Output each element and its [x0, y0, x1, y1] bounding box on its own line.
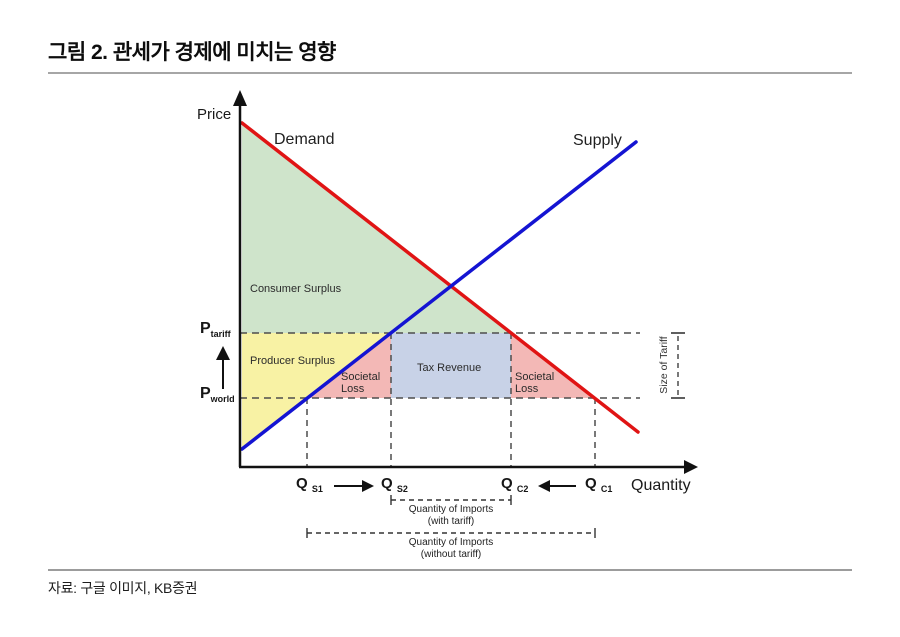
supply-curve-label: Supply: [573, 132, 622, 149]
tax-revenue-region: [391, 333, 511, 398]
p-world-main: P: [200, 385, 211, 402]
tax-revenue-label: Tax Revenue: [417, 362, 482, 374]
q-s2-label: Q S2: [381, 475, 408, 494]
p-tariff-main: P: [200, 320, 211, 337]
figure-title: 그림 2. 관세가 경제에 미치는 영향: [48, 41, 336, 64]
imports-with-line2: (with tariff): [427, 516, 475, 527]
supply-curve: [240, 140, 638, 451]
size-of-tariff-label: Size of Tariff: [658, 336, 670, 394]
imports-with-line1: Quantity of Imports: [408, 504, 494, 515]
y-axis-arrow-icon: [233, 90, 247, 106]
imports-without-line1: Quantity of Imports: [408, 537, 494, 548]
q-c2-label: Q C2: [501, 475, 529, 494]
q-c1-label: Q C1: [585, 475, 613, 494]
price-rise-arrow-icon: [216, 346, 230, 360]
source-text: 자료: 구글 이미지, KB증권: [48, 580, 198, 596]
demand-curve-label: Demand: [274, 131, 335, 148]
title-divider: [48, 72, 852, 74]
p-tariff-sub: tariff: [210, 329, 231, 340]
source-divider: [48, 569, 852, 571]
demand-curve: [240, 121, 640, 434]
imports-without-tariff-caption: Quantity of Imports (without tariff): [331, 537, 571, 561]
q-right-arrow-icon: [362, 480, 374, 492]
societal-loss-right-label: Societal Loss: [515, 371, 555, 396]
quantity-axis-label: Quantity: [631, 477, 691, 494]
q-s1-label: Q S1: [296, 475, 323, 494]
price-axis-label: Price: [197, 106, 232, 123]
producer-surplus-label: Producer Surplus: [250, 355, 335, 367]
societal-loss-left-label: Societal Loss: [341, 371, 381, 396]
consumer-surplus-label: Consumer Surplus: [250, 283, 342, 295]
p-world-label: Pworld: [200, 385, 235, 404]
q-left-arrow-icon: [538, 480, 550, 492]
imports-without-line2: (without tariff): [420, 549, 482, 560]
x-axis-arrow-icon: [684, 460, 698, 474]
p-tariff-label: Ptariff: [200, 320, 231, 339]
p-world-sub: world: [210, 394, 235, 405]
imports-with-tariff-caption: Quantity of Imports (with tariff): [371, 504, 531, 528]
